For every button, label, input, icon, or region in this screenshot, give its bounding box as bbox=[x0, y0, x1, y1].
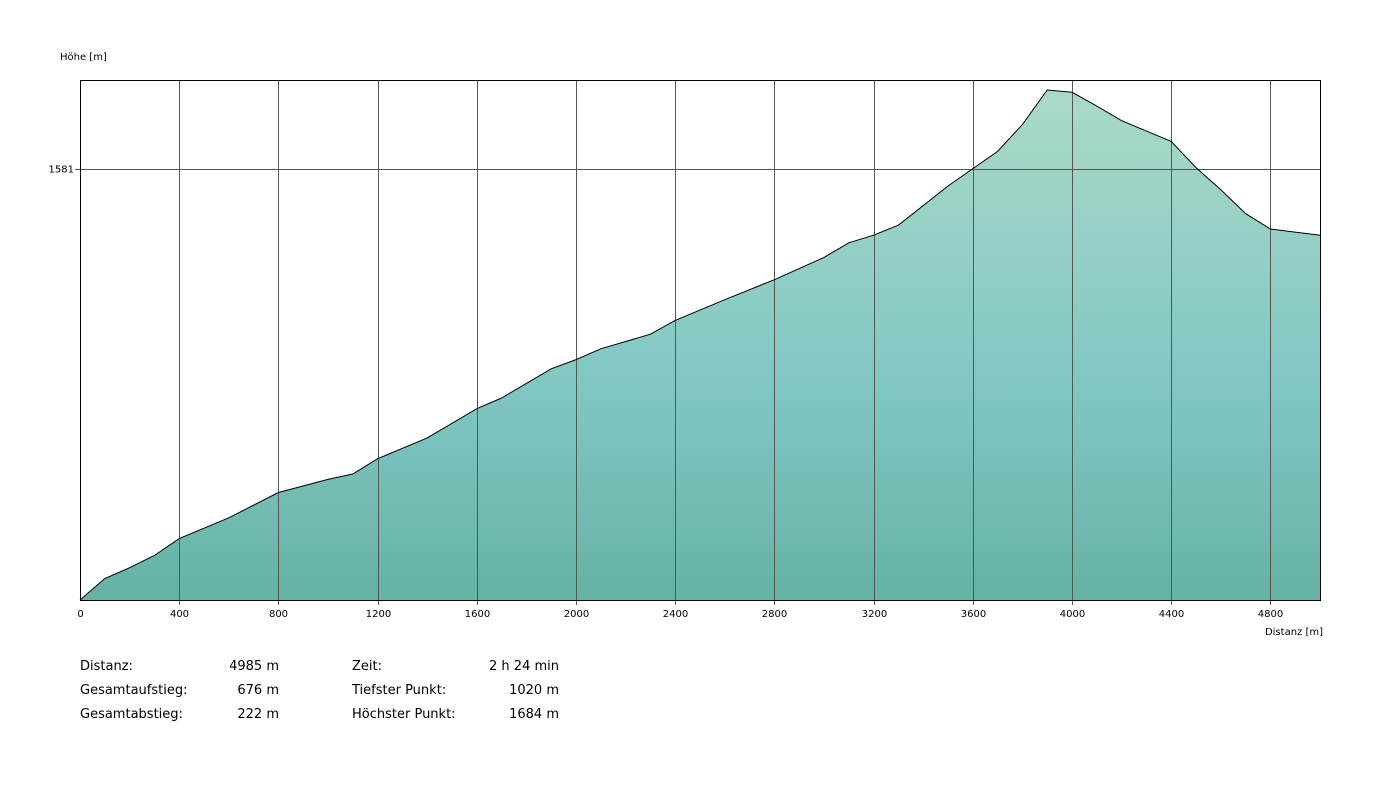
x-axis-label: Distanz [m] bbox=[1265, 627, 1323, 638]
x-tick-label: 1600 bbox=[465, 609, 490, 620]
x-tick-label: 4000 bbox=[1060, 609, 1085, 620]
y-axis-label: Höhe [m] bbox=[60, 52, 107, 63]
x-tick-label: 400 bbox=[170, 609, 189, 620]
highest-point-label: Höchster Punkt: bbox=[352, 707, 456, 722]
elevation-line bbox=[79, 89, 1321, 601]
grid-lines bbox=[75, 80, 1320, 605]
x-tick-label: 2400 bbox=[663, 609, 688, 620]
y-tick-labels: 1581 bbox=[49, 165, 74, 176]
plot-frame bbox=[80, 80, 1321, 601]
highest-point-value: 1684 m bbox=[509, 707, 559, 722]
x-tick-label: 4800 bbox=[1258, 609, 1283, 620]
time-value: 2 h 24 min bbox=[489, 659, 559, 674]
elevation-profile-chart: Höhe [m] Distanz [m] 0 400 800 1200 1600 2000… bbox=[49, 52, 1324, 638]
ascent-value: 676 m bbox=[237, 683, 279, 698]
x-tick-label: 2800 bbox=[762, 609, 787, 620]
ascent-label: Gesamtaufstieg: bbox=[80, 683, 188, 698]
y-tick-label: 1581 bbox=[49, 165, 74, 176]
distance-label: Distanz: bbox=[80, 659, 133, 674]
x-tick-label: 0 bbox=[77, 609, 83, 620]
descent-label: Gesamtabstieg: bbox=[80, 707, 183, 722]
x-tick-label: 3200 bbox=[862, 609, 887, 620]
x-tick-label: 800 bbox=[269, 609, 288, 620]
x-tick-label: 3600 bbox=[961, 609, 986, 620]
x-tick-labels: 0 400 800 1200 1600 2000 2400 2800 3200 3600 4000 4… bbox=[77, 609, 1283, 620]
x-tick-label: 1200 bbox=[366, 609, 391, 620]
x-tick-label: 4400 bbox=[1159, 609, 1184, 620]
elevation-area bbox=[80, 90, 1320, 600]
descent-value: 222 m bbox=[237, 707, 279, 722]
time-label: Zeit: bbox=[352, 659, 382, 674]
x-tick-label: 2000 bbox=[564, 609, 589, 620]
lowest-point-value: 1020 m bbox=[509, 683, 559, 698]
lowest-point-label: Tiefster Punkt: bbox=[352, 683, 447, 698]
distance-value: 4985 m bbox=[229, 659, 279, 674]
